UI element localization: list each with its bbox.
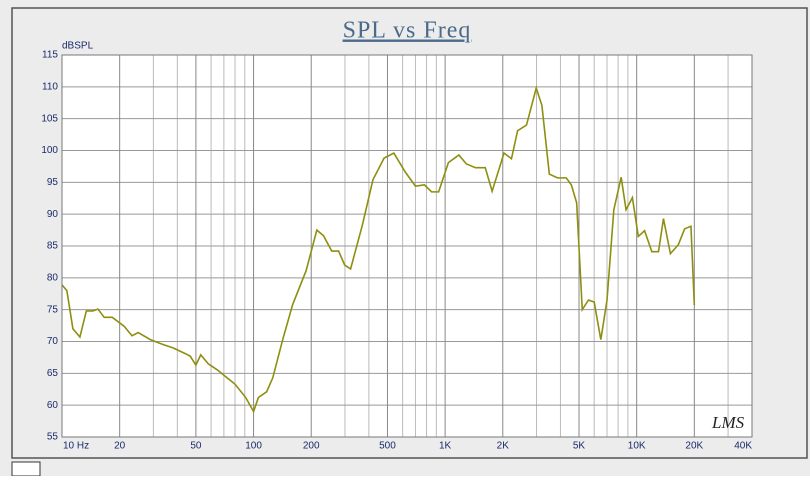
x-tick-label: 50 [190, 441, 202, 452]
x-tick-label: 5K [573, 441, 586, 452]
y-tick-label: 95 [47, 177, 59, 188]
y-tick-label: 80 [47, 272, 59, 283]
x-tick-label: 10K [628, 441, 646, 452]
y-tick-label: 100 [41, 145, 58, 156]
y-axis-label: dBSPL [62, 41, 94, 52]
plot: 55 60 65 70 75 80 85 90 95 100 105 110 115 10 Hz 20 50 1… [41, 50, 753, 452]
chart-title: SPL vs Freq [343, 18, 472, 44]
y-tick-label: 105 [41, 113, 58, 124]
x-tick-label: 200 [303, 441, 320, 452]
y-tick-label: 55 [47, 432, 59, 443]
x-tick-label: 40K [734, 441, 752, 452]
y-tick-label: 60 [47, 400, 59, 411]
watermark: LMS [711, 413, 745, 432]
corner-box [11, 461, 41, 477]
y-tick-label: 70 [47, 336, 59, 347]
y-tick-label: 110 [42, 81, 58, 92]
y-tick-label: 75 [47, 304, 59, 315]
plot-border [61, 54, 753, 438]
x-tick-label: 20K [685, 441, 703, 452]
x-tick-label: 1K [439, 441, 452, 452]
x-tick-label: 20 [114, 441, 126, 452]
y-tick-label: 90 [47, 209, 59, 220]
x-tick-label: 100 [245, 441, 262, 452]
y-tick-label: 65 [47, 368, 59, 379]
x-tick-label: 2K [497, 441, 510, 452]
y-tick-label: 85 [47, 241, 59, 252]
x-tick-label: 500 [379, 441, 396, 452]
y-tick-label: 115 [42, 50, 58, 61]
x-tick-label: 10 Hz [63, 441, 89, 452]
data-line [61, 85, 696, 414]
